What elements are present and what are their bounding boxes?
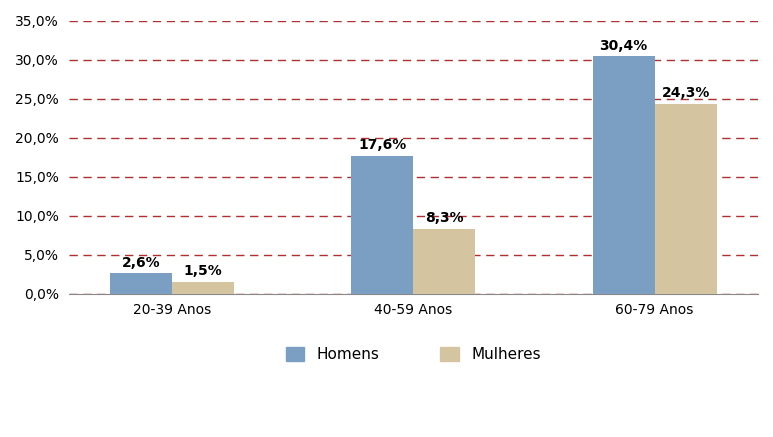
- Bar: [110, 274, 172, 294]
- Bar: [414, 229, 475, 294]
- Legend: Homens, Mulheres: Homens, Mulheres: [280, 341, 547, 368]
- Bar: [593, 56, 655, 294]
- Bar: [655, 104, 717, 294]
- Text: 2,6%: 2,6%: [121, 256, 160, 270]
- Bar: [172, 282, 234, 294]
- Text: 17,6%: 17,6%: [358, 139, 407, 153]
- Text: 1,5%: 1,5%: [184, 264, 223, 278]
- Text: 30,4%: 30,4%: [599, 38, 648, 52]
- Text: 24,3%: 24,3%: [662, 86, 710, 100]
- Bar: [351, 156, 414, 294]
- Text: 8,3%: 8,3%: [425, 211, 464, 225]
